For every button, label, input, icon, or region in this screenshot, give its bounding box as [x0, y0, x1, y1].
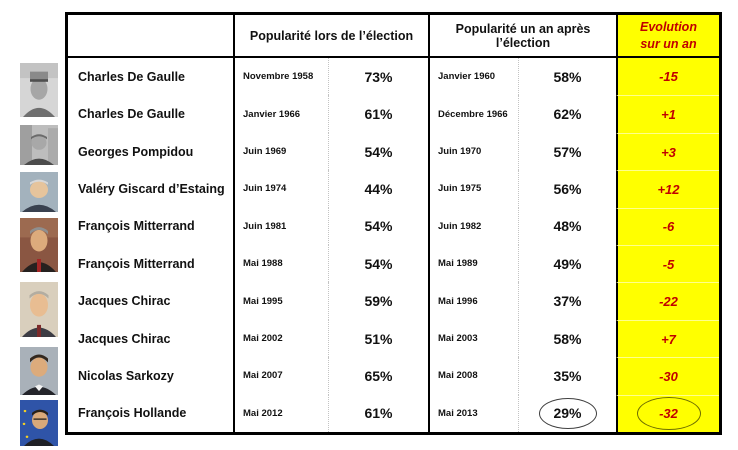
president-name: Georges Pompidou — [78, 144, 194, 159]
after-date: Juin 1970 — [428, 132, 518, 171]
after-date: Mai 2008 — [428, 357, 518, 395]
header-after: Popularité un an après l’élection — [428, 15, 616, 56]
popularity-table: Popularité lors de l’élection Popularité… — [65, 12, 722, 435]
election-date: Mai 1995 — [233, 282, 328, 320]
after-popularity: 48% — [518, 207, 616, 246]
election-popularity: 65% — [328, 357, 428, 395]
after-date: Mai 2013 — [428, 394, 518, 433]
photo-georges-pompidou — [20, 125, 58, 165]
president-name: Charles De Gaulle — [78, 107, 185, 122]
election-date: Juin 1974 — [233, 170, 328, 208]
president-name: Charles De Gaulle — [78, 69, 185, 84]
after-popularity: 56% — [518, 170, 616, 208]
evolution-value: -15 — [616, 58, 719, 96]
after-popularity: 62% — [518, 95, 616, 133]
election-popularity: 54% — [328, 245, 428, 283]
president-name: Valéry Giscard d’Estaing — [78, 181, 225, 196]
election-popularity: 61% — [328, 95, 428, 133]
highlight-ellipse: 29% — [538, 397, 597, 429]
after-popularity: 37% — [518, 282, 616, 320]
evolution-value: +1 — [616, 95, 719, 133]
after-popularity: 58% — [518, 319, 616, 358]
president-name: François Mitterrand — [78, 219, 195, 234]
photo-nicolas-sarkozy — [20, 347, 58, 395]
photo-valery-giscard-destaing — [20, 172, 58, 212]
election-popularity: 61% — [328, 394, 428, 433]
after-date: Mai 2003 — [428, 319, 518, 358]
table-row: Charles De Gaulle Novembre 1958 73% Janv… — [68, 58, 719, 96]
after-date: Juin 1975 — [428, 170, 518, 208]
election-date: Janvier 1966 — [233, 95, 328, 133]
table-row: François Mitterrand Juin 1981 54% Juin 1… — [68, 207, 719, 246]
after-popularity: 35% — [518, 357, 616, 395]
election-popularity: 51% — [328, 319, 428, 358]
photo-francois-mitterrand — [20, 218, 58, 272]
election-date: Mai 2012 — [233, 394, 328, 433]
evolution-value-circled: -32 — [616, 394, 719, 433]
evolution-value: +3 — [616, 132, 719, 171]
after-popularity: 58% — [518, 58, 616, 96]
election-date: Juin 1969 — [233, 132, 328, 171]
evolution-value: -6 — [616, 207, 719, 246]
after-popularity: 29% — [553, 405, 582, 422]
table-row: François Mitterrand Mai 1988 54% Mai 198… — [68, 245, 719, 283]
table-body: Charles De Gaulle Novembre 1958 73% Janv… — [68, 58, 719, 433]
president-name: Jacques Chirac — [78, 331, 171, 346]
after-date: Décembre 1966 — [428, 95, 518, 133]
header-election: Popularité lors de l’élection — [233, 15, 428, 56]
evolution-value: +12 — [616, 170, 719, 208]
header-evolution-line1: Evolution — [640, 20, 697, 35]
election-popularity: 44% — [328, 170, 428, 208]
table-row: Charles De Gaulle Janvier 1966 61% Décem… — [68, 95, 719, 133]
table-row: Jacques Chirac Mai 1995 59% Mai 1996 37%… — [68, 282, 719, 320]
election-date: Mai 2002 — [233, 319, 328, 358]
table-row: François Hollande Mai 2012 61% Mai 2013 … — [68, 394, 719, 433]
after-date: Mai 1996 — [428, 282, 518, 320]
election-popularity: 54% — [328, 207, 428, 246]
photo-charles-de-gaulle — [20, 63, 58, 117]
evolution-value: -5 — [616, 245, 719, 283]
header-empty-cell — [68, 15, 233, 56]
election-date: Juin 1981 — [233, 207, 328, 246]
election-popularity: 59% — [328, 282, 428, 320]
after-date: Juin 1982 — [428, 207, 518, 246]
president-name: Jacques Chirac — [78, 294, 171, 309]
evolution-value: +7 — [616, 319, 719, 358]
election-date: Novembre 1958 — [233, 58, 328, 96]
evolution-value: -22 — [616, 282, 719, 320]
after-date: Janvier 1960 — [428, 58, 518, 96]
election-date: Mai 1988 — [233, 245, 328, 283]
highlight-ellipse: -32 — [636, 397, 701, 431]
after-popularity: 57% — [518, 132, 616, 171]
evolution-value: -30 — [616, 357, 719, 395]
photo-jacques-chirac — [20, 282, 58, 337]
table-row: Valéry Giscard d’Estaing Juin 1974 44% J… — [68, 170, 719, 208]
header-evolution: Evolution sur un an — [616, 15, 719, 56]
after-date: Mai 1989 — [428, 245, 518, 283]
after-popularity: 49% — [518, 245, 616, 283]
photo-francois-hollande — [20, 400, 58, 446]
election-popularity: 73% — [328, 58, 428, 96]
header-evolution-line2: sur un an — [640, 36, 697, 51]
after-popularity-circled: 29% — [518, 394, 616, 433]
table-row: Nicolas Sarkozy Mai 2007 65% Mai 2008 35… — [68, 357, 719, 395]
evolution-value: -32 — [659, 406, 678, 422]
table-row: Georges Pompidou Juin 1969 54% Juin 1970… — [68, 132, 719, 171]
president-name: François Mitterrand — [78, 256, 195, 271]
table-row: Jacques Chirac Mai 2002 51% Mai 2003 58%… — [68, 319, 719, 358]
president-name: Nicolas Sarkozy — [78, 368, 174, 383]
president-name: François Hollande — [78, 406, 187, 421]
election-popularity: 54% — [328, 132, 428, 171]
table-header-row: Popularité lors de l’élection Popularité… — [68, 15, 719, 58]
election-date: Mai 2007 — [233, 357, 328, 395]
